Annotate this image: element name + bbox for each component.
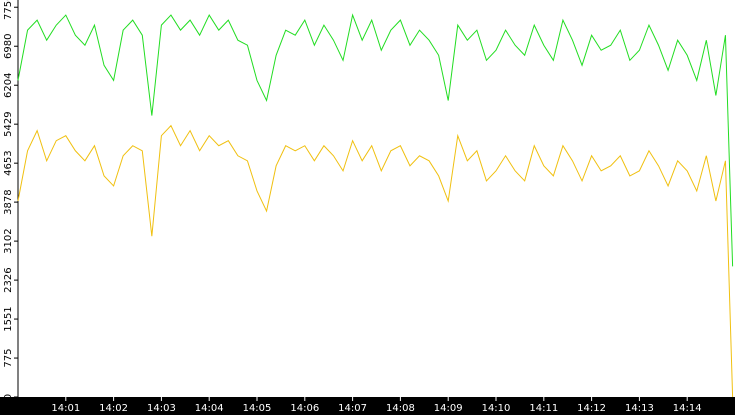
y-tick-label: 4653 xyxy=(3,150,14,175)
x-tick-label: 14:11 xyxy=(529,403,558,414)
y-tick-label: 3878 xyxy=(3,189,14,214)
y-tick-label: 775 xyxy=(3,349,14,368)
series-line xyxy=(17,13,734,267)
x-tick-label: 14:09 xyxy=(434,403,463,414)
x-tick-label: 14:13 xyxy=(625,403,654,414)
x-tick-label: 14:12 xyxy=(577,403,606,414)
x-tick-label: 14:06 xyxy=(290,403,319,414)
x-tick-label: 14:07 xyxy=(338,403,367,414)
x-tick-label: 14:14 xyxy=(673,403,702,414)
x-tick-label: 14:03 xyxy=(147,403,176,414)
y-tick-label: 3102 xyxy=(3,228,14,253)
x-tick-label: 14:08 xyxy=(386,403,415,414)
x-tick-label: 14:05 xyxy=(243,403,272,414)
y-tick-label: 1551 xyxy=(3,306,14,331)
x-tick-label: 14:04 xyxy=(195,403,224,414)
x-tick-label: 14:10 xyxy=(482,403,511,414)
y-tick-label: 0 xyxy=(3,394,14,400)
y-tick-label: 2326 xyxy=(3,267,14,292)
y-tick-label: 7756 xyxy=(3,0,14,20)
y-tick-label: 6980 xyxy=(3,34,14,59)
series-line xyxy=(17,124,734,398)
x-axis-bar xyxy=(0,397,735,415)
x-tick-label: 14:02 xyxy=(99,403,128,414)
y-tick-label: 5429 xyxy=(3,111,14,136)
y-tick-label: 6204 xyxy=(3,73,14,98)
x-tick-label: 14:01 xyxy=(51,403,80,414)
